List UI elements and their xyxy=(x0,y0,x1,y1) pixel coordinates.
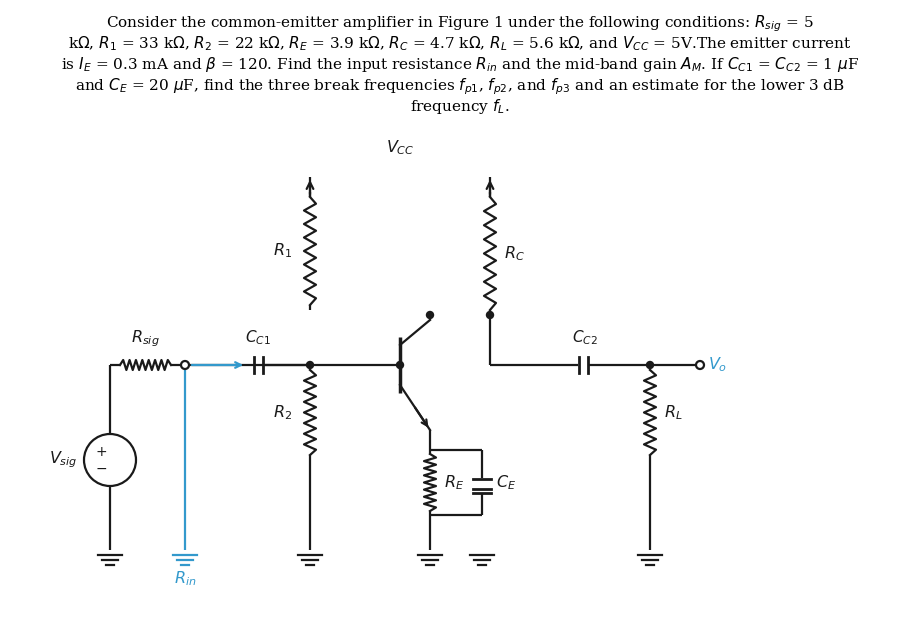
Text: $R_C$: $R_C$ xyxy=(504,244,525,263)
Circle shape xyxy=(396,362,403,369)
Text: $C_{C1}$: $C_{C1}$ xyxy=(245,328,271,347)
Text: $R_1$: $R_1$ xyxy=(273,242,292,260)
Text: $V_{CC}$: $V_{CC}$ xyxy=(386,138,414,157)
Circle shape xyxy=(307,362,313,369)
Circle shape xyxy=(486,311,494,318)
Text: k$\Omega$, $R_1$ = 33 k$\Omega$, $R_2$ = 22 k$\Omega$, $R_E$ = 3.9 k$\Omega$, $R: k$\Omega$, $R_1$ = 33 k$\Omega$, $R_2$ =… xyxy=(68,34,851,53)
Text: $R_{sig}$: $R_{sig}$ xyxy=(131,328,160,349)
Circle shape xyxy=(646,362,653,369)
Text: $R_{in}$: $R_{in}$ xyxy=(174,569,197,587)
Text: $-$: $-$ xyxy=(95,461,108,475)
Text: $R_L$: $R_L$ xyxy=(664,403,683,422)
Text: $R_2$: $R_2$ xyxy=(273,403,292,422)
Text: $C_E$: $C_E$ xyxy=(496,473,516,492)
Text: Consider the common-emitter amplifier in Figure 1 under the following conditions: Consider the common-emitter amplifier in… xyxy=(106,13,813,33)
Circle shape xyxy=(426,311,434,318)
Text: $V_{sig}$: $V_{sig}$ xyxy=(50,450,78,470)
Text: $V_o$: $V_o$ xyxy=(708,355,727,374)
Text: frequency $f_L$.: frequency $f_L$. xyxy=(410,97,509,116)
Text: +: + xyxy=(96,445,107,459)
Text: is $I_E$ = 0.3 mA and $\beta$ = 120. Find the input resistance $R_{in}$ and the : is $I_E$ = 0.3 mA and $\beta$ = 120. Fin… xyxy=(61,55,858,74)
Text: $C_{C2}$: $C_{C2}$ xyxy=(573,328,598,347)
Text: $R_E$: $R_E$ xyxy=(444,473,464,492)
Text: and $C_E$ = 20 $\mu$F, find the three break frequencies $f_{p1}$, $f_{p2}$, and : and $C_E$ = 20 $\mu$F, find the three br… xyxy=(74,76,845,97)
